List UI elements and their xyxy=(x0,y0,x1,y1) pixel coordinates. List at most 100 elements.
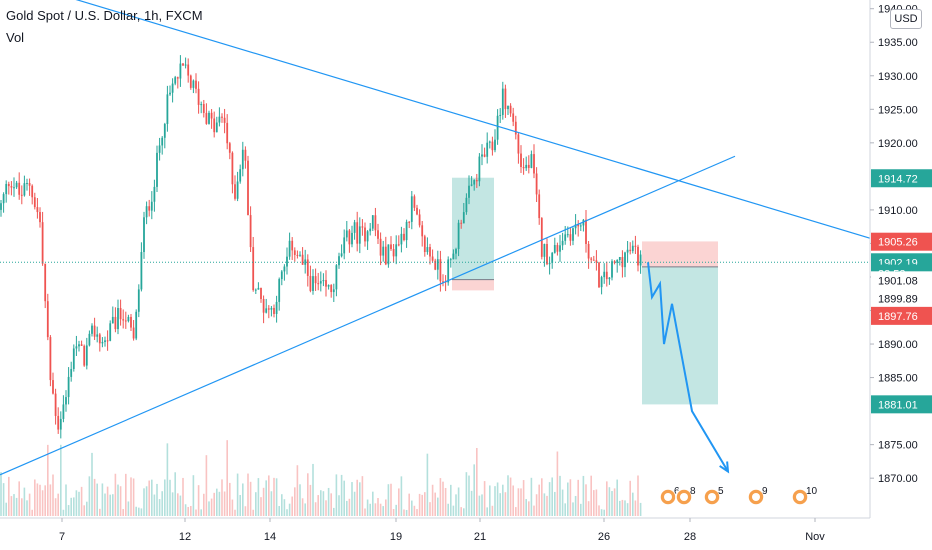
volume-bar xyxy=(57,493,59,516)
volume-bar xyxy=(338,495,340,516)
volume-bar xyxy=(299,484,301,516)
candle-body xyxy=(31,185,34,198)
candle-body xyxy=(0,203,2,210)
volume-bar xyxy=(127,501,130,516)
candle-body xyxy=(286,256,288,267)
candle-body xyxy=(395,244,398,257)
volume-bar xyxy=(632,492,634,516)
volume-bar xyxy=(463,508,465,516)
forecast-polyline xyxy=(647,262,729,472)
candle-body xyxy=(522,166,525,169)
volume-bar xyxy=(494,486,496,516)
volume-bar xyxy=(166,443,169,516)
candle-body xyxy=(18,182,21,195)
candle-body xyxy=(280,271,283,280)
candle-body xyxy=(600,277,603,288)
candle-body xyxy=(23,183,26,196)
candle-body xyxy=(15,182,18,188)
candle-body xyxy=(244,149,247,161)
candle-body xyxy=(163,123,166,138)
volume-bar xyxy=(171,492,174,516)
volume-bar xyxy=(551,477,553,516)
volume-bar xyxy=(325,500,327,516)
x-tick-label: 7 xyxy=(59,531,65,543)
candle-body xyxy=(148,206,151,211)
volume-bar xyxy=(585,484,587,516)
candle-body xyxy=(397,244,400,246)
candle-body xyxy=(174,77,177,84)
volume-bar xyxy=(96,483,98,516)
candle-body xyxy=(213,118,216,133)
volume-bar xyxy=(135,506,137,516)
candle-body xyxy=(371,215,374,229)
candle-body xyxy=(548,262,551,265)
candle-body xyxy=(171,83,174,93)
volume-bar xyxy=(34,479,36,516)
candle-body xyxy=(629,249,632,252)
y-tick-label: 1920.00 xyxy=(878,138,918,150)
candle-body xyxy=(499,114,502,116)
candle-body xyxy=(67,376,70,398)
candle-body xyxy=(65,397,67,405)
candle-body xyxy=(36,207,39,213)
volume-bar xyxy=(312,463,314,516)
candle-body xyxy=(356,222,359,244)
candle-body xyxy=(72,348,75,369)
volume-bar xyxy=(522,480,525,516)
volume-bar xyxy=(470,490,473,516)
volume-bar xyxy=(554,491,556,516)
candle-body xyxy=(439,259,442,282)
volume-bar xyxy=(26,500,28,516)
volume-bar xyxy=(403,509,405,516)
volume-bar xyxy=(619,500,621,516)
event-markers[interactable]: 6 8 5 9 10 xyxy=(659,486,818,506)
price-tag-label: 1897.76 xyxy=(878,311,918,323)
candle-body xyxy=(442,281,444,283)
volume-bar xyxy=(164,479,166,516)
volume-bar xyxy=(624,500,626,516)
candle-body xyxy=(572,228,574,241)
candle-body xyxy=(605,271,608,280)
candle-body xyxy=(520,153,522,167)
volume-bar xyxy=(478,495,481,516)
position-zones[interactable] xyxy=(452,177,718,405)
volume-bar xyxy=(309,484,312,516)
price-tag-label: 1881.01 xyxy=(878,399,918,411)
volume-bar xyxy=(379,503,382,516)
volume-bar xyxy=(86,501,88,516)
volume-bar xyxy=(574,495,577,516)
trendlines[interactable] xyxy=(0,0,932,476)
volume-bar xyxy=(260,497,262,516)
candle-body xyxy=(98,334,101,344)
candle-body xyxy=(494,139,496,151)
volume-bar xyxy=(366,499,369,516)
volume-bar xyxy=(106,486,109,516)
volume-bar xyxy=(387,484,390,516)
candle-body xyxy=(361,226,364,228)
volume-bar xyxy=(174,472,176,516)
candle-body xyxy=(241,149,244,170)
event-flag-icon xyxy=(664,493,672,501)
volume-bar xyxy=(413,505,416,516)
volume-bar xyxy=(83,505,85,516)
candle-body xyxy=(41,222,44,264)
volume-bar xyxy=(314,502,317,516)
volume-bar xyxy=(504,492,507,516)
volume-bar xyxy=(577,479,579,516)
forecast-path[interactable] xyxy=(647,262,730,474)
volume-bar xyxy=(377,498,379,516)
volume-bar xyxy=(481,494,483,516)
event-flag-icon xyxy=(752,493,760,501)
candle-body xyxy=(158,145,161,153)
candle-body xyxy=(104,340,106,343)
volume-bar xyxy=(252,509,254,516)
currency-button[interactable]: USD xyxy=(890,9,922,29)
y-tick-label: 1885.00 xyxy=(878,373,918,385)
short-position-stop-zone xyxy=(642,241,718,267)
candle-body xyxy=(535,173,538,195)
candle-body xyxy=(457,222,460,250)
volume-bar xyxy=(31,509,33,516)
volume-bar xyxy=(559,475,561,516)
candle-body xyxy=(434,260,437,270)
